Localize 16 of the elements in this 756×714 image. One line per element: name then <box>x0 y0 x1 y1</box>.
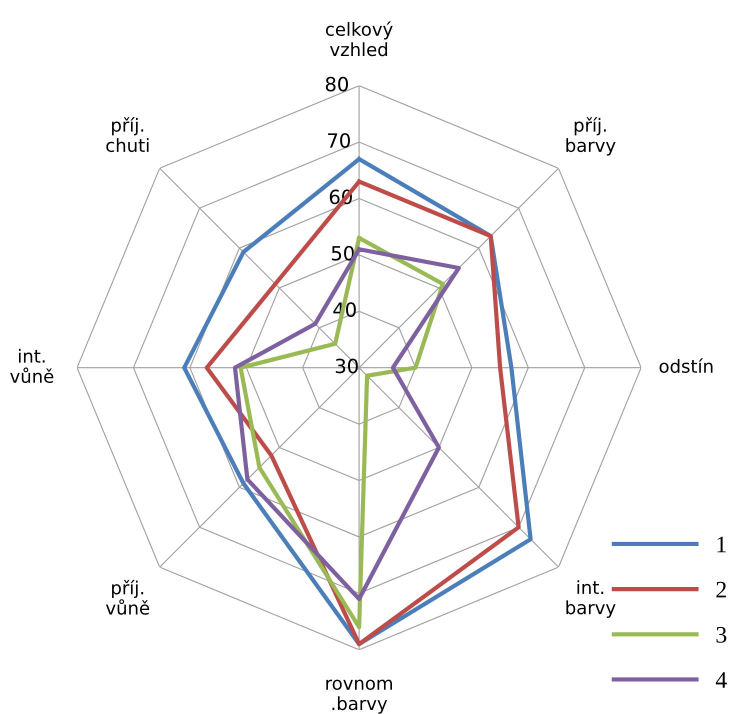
spoke-label: příj. vůně <box>106 580 150 615</box>
spoke-label: rovnom .barvy <box>326 680 392 714</box>
y-tick-label: 30 <box>336 358 358 374</box>
y-tick-label: 50 <box>332 246 354 261</box>
legend-label: 4 <box>716 672 727 688</box>
spoke-label: odstín <box>660 358 712 373</box>
y-tick-label: 80 <box>326 76 348 92</box>
y-tick-label: 70 <box>328 133 350 148</box>
spoke-label: int. vůně <box>10 348 54 384</box>
spoke-label: celkový vzhled <box>326 21 393 56</box>
spoke-label: int. barvy <box>566 580 616 618</box>
legend-label: 2 <box>716 582 726 598</box>
spoke-label: příj. chuti <box>106 117 149 152</box>
legend-label: 3 <box>716 626 726 643</box>
legend-label: 1 <box>717 536 726 552</box>
spoke-label: příj. barvy <box>566 117 616 156</box>
